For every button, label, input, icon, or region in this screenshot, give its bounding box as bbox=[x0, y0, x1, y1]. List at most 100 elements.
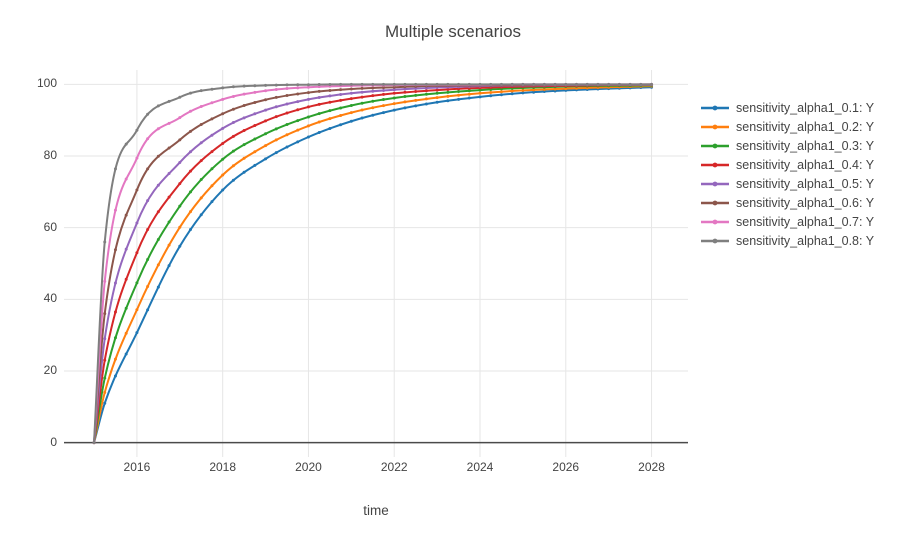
series-marker bbox=[317, 112, 321, 116]
series-marker bbox=[360, 108, 364, 112]
series-line-sensitivity_alpha1_0.2: Y bbox=[93, 85, 653, 444]
series-marker bbox=[135, 251, 139, 255]
series-marker bbox=[339, 82, 343, 86]
series-marker bbox=[135, 308, 139, 312]
series-marker bbox=[156, 127, 160, 131]
series-marker bbox=[489, 82, 493, 86]
series-marker bbox=[382, 92, 386, 96]
series-marker bbox=[542, 90, 546, 94]
series-marker bbox=[178, 225, 182, 229]
legend-item-sensitivity_alpha1_0.2: Y[interactable]: sensitivity_alpha1_0.2: Y bbox=[700, 117, 874, 136]
series-marker bbox=[285, 122, 289, 126]
series-marker bbox=[242, 104, 246, 108]
series-marker bbox=[285, 145, 289, 149]
series-line-sensitivity_alpha1_0.3: Y bbox=[93, 84, 653, 444]
series-marker bbox=[146, 112, 150, 116]
series-marker bbox=[156, 210, 160, 214]
series-marker bbox=[242, 129, 246, 133]
series-marker bbox=[360, 90, 364, 94]
series-marker bbox=[221, 97, 225, 101]
series-marker bbox=[510, 82, 514, 86]
series-marker bbox=[339, 114, 343, 117]
series-marker bbox=[467, 96, 471, 100]
series-marker bbox=[328, 109, 332, 113]
series-marker bbox=[382, 86, 386, 90]
series-marker bbox=[113, 357, 117, 361]
series-marker bbox=[371, 94, 375, 98]
series-marker bbox=[231, 94, 235, 98]
series-marker bbox=[317, 120, 321, 124]
series-marker bbox=[189, 169, 193, 173]
series-marker bbox=[296, 92, 300, 96]
series-marker bbox=[103, 376, 107, 380]
series-marker bbox=[189, 91, 193, 95]
series-marker bbox=[253, 124, 257, 128]
series-marker bbox=[146, 284, 150, 288]
chart-title: Multiple scenarios bbox=[384, 22, 522, 41]
series-marker bbox=[564, 82, 568, 86]
series-marker bbox=[189, 228, 193, 232]
series-marker bbox=[349, 97, 353, 101]
series-marker bbox=[306, 124, 310, 128]
series-marker bbox=[135, 221, 139, 225]
series-marker bbox=[328, 88, 332, 92]
legend-item-sensitivity_alpha1_0.1: Y[interactable]: sensitivity_alpha1_0.1: Y bbox=[700, 98, 874, 117]
series-marker bbox=[435, 88, 439, 92]
series-marker bbox=[446, 99, 450, 103]
series-line-sensitivity_alpha1_0.8: Y bbox=[93, 83, 653, 444]
series-marker bbox=[124, 306, 128, 310]
series-marker bbox=[382, 98, 386, 102]
legend-item-sensitivity_alpha1_0.6: Y[interactable]: sensitivity_alpha1_0.6: Y bbox=[700, 193, 874, 212]
series-marker bbox=[274, 95, 278, 99]
series-marker bbox=[360, 95, 364, 99]
legend-item-sensitivity_alpha1_0.3: Y[interactable]: sensitivity_alpha1_0.3: Y bbox=[700, 136, 874, 155]
x-tick-label-2026: 2026 bbox=[552, 460, 580, 474]
legend-line-marker-icon bbox=[701, 200, 729, 205]
series-marker bbox=[403, 90, 407, 94]
series-marker bbox=[178, 244, 182, 248]
series-marker bbox=[382, 88, 386, 92]
series-marker bbox=[167, 121, 171, 125]
series-marker bbox=[424, 92, 428, 96]
x-tick-label-2024: 2024 bbox=[466, 460, 494, 474]
series-marker bbox=[435, 82, 439, 86]
legend-item-label: sensitivity_alpha1_0.6: Y bbox=[736, 195, 875, 210]
series-marker bbox=[467, 89, 471, 93]
legend-item-sensitivity_alpha1_0.4: Y[interactable]: sensitivity_alpha1_0.4: Y bbox=[700, 155, 874, 174]
series-marker bbox=[317, 102, 321, 106]
series-marker bbox=[596, 82, 600, 86]
series-marker bbox=[360, 101, 364, 105]
legend-item-sensitivity_alpha1_0.8: Y[interactable]: sensitivity_alpha1_0.8: Y bbox=[700, 231, 874, 250]
series-marker bbox=[189, 150, 193, 154]
series-marker bbox=[392, 108, 396, 112]
series-marker bbox=[210, 133, 214, 137]
x-tick-label-2016: 2016 bbox=[123, 460, 151, 474]
series-marker bbox=[124, 142, 128, 146]
legend-item-sensitivity_alpha1_0.5: Y[interactable]: sensitivity_alpha1_0.5: Y bbox=[700, 174, 874, 193]
series-marker bbox=[424, 97, 428, 101]
series-marker bbox=[210, 184, 214, 188]
series-marker bbox=[478, 88, 482, 92]
series-marker bbox=[371, 89, 375, 93]
series-marker bbox=[264, 132, 268, 136]
series-marker bbox=[103, 279, 107, 283]
series-marker bbox=[532, 88, 536, 92]
x-axis-title: time bbox=[363, 503, 389, 518]
series-marker bbox=[392, 102, 396, 106]
series-marker bbox=[382, 104, 386, 108]
series-marker bbox=[124, 177, 128, 181]
series-marker bbox=[167, 172, 171, 176]
series-marker bbox=[457, 82, 461, 86]
series-marker bbox=[532, 82, 536, 86]
series-marker bbox=[457, 87, 461, 91]
series-marker bbox=[199, 196, 203, 200]
series-marker bbox=[371, 99, 375, 103]
series-marker bbox=[328, 94, 332, 98]
series-marker bbox=[414, 82, 418, 86]
legend-item-sensitivity_alpha1_0.7: Y[interactable]: sensitivity_alpha1_0.7: Y bbox=[700, 212, 874, 231]
series-marker bbox=[210, 117, 214, 121]
series-marker bbox=[189, 210, 193, 214]
series-marker bbox=[199, 89, 203, 93]
legend-line-marker-icon bbox=[701, 143, 729, 148]
